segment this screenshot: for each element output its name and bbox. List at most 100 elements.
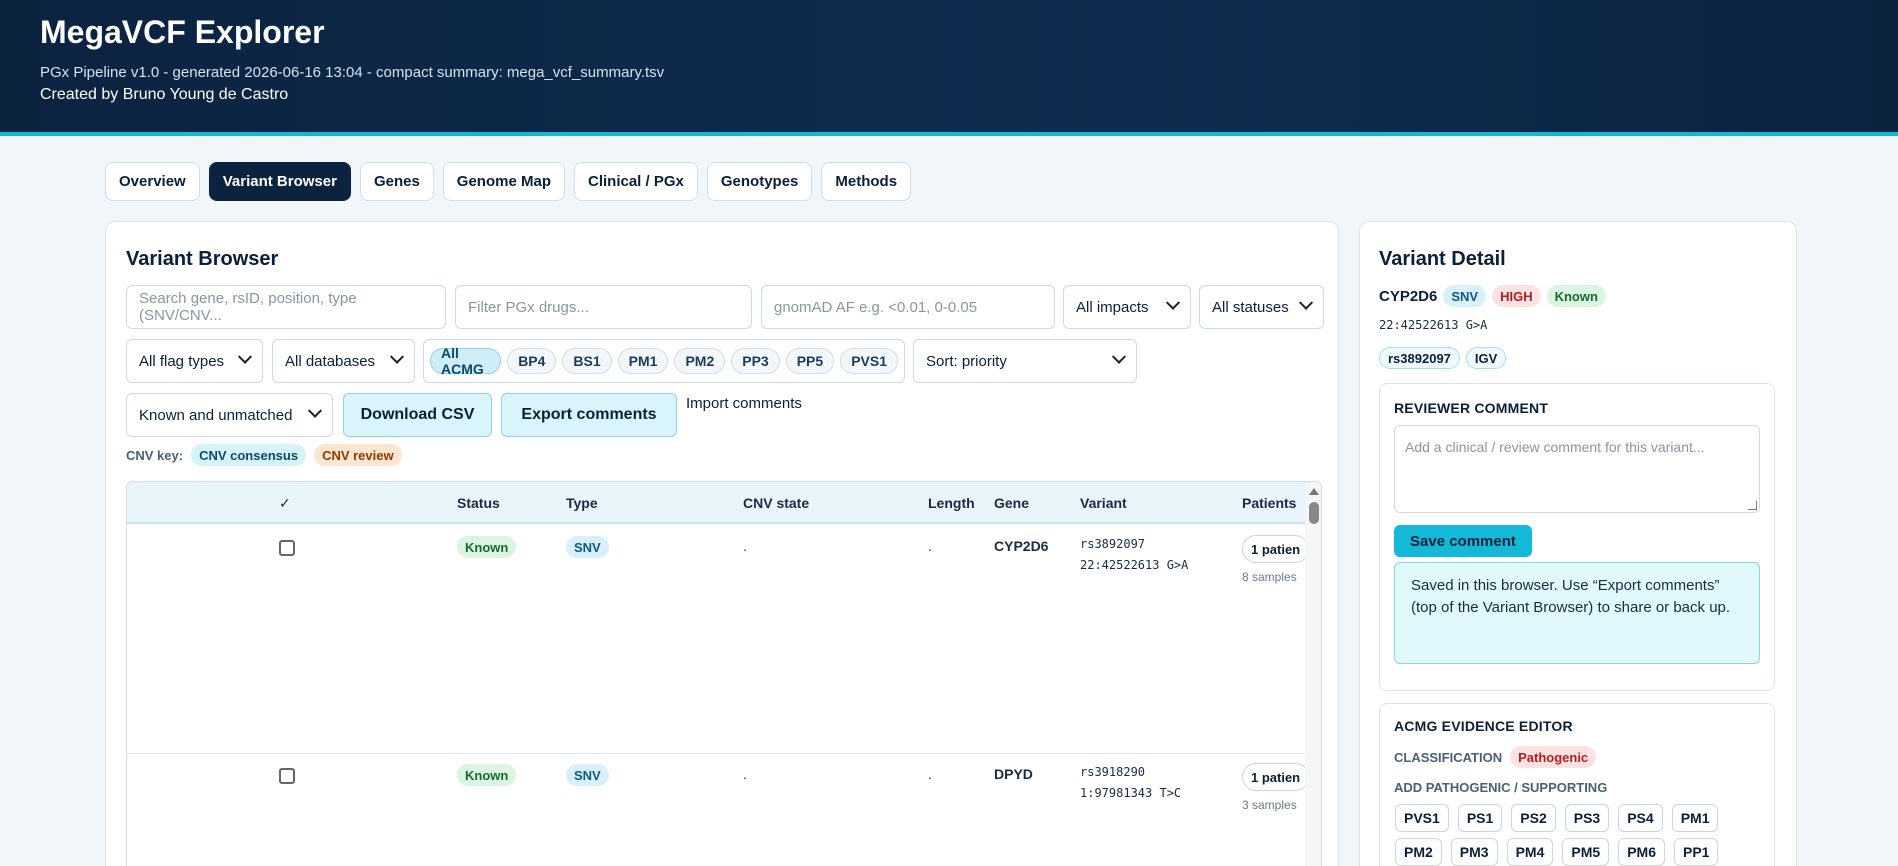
chip-pm2[interactable]: PM2 — [674, 348, 726, 374]
impact-select[interactable]: All impacts — [1063, 285, 1191, 329]
criterion-ps1-button[interactable]: PS1 — [1457, 804, 1503, 832]
variant-detail-panel: Variant Detail CYP2D6 SNV HIGH Known 22:… — [1359, 221, 1797, 866]
criterion-pm3-button[interactable]: PM3 — [1450, 838, 1498, 866]
panel-title: Variant Browser — [126, 248, 279, 270]
criterion-ps2-button[interactable]: PS2 — [1511, 804, 1556, 832]
row-checkbox[interactable] — [279, 540, 295, 556]
status-select[interactable]: All statuses — [1199, 285, 1324, 329]
length-cell: . — [928, 766, 932, 782]
length-cell: . — [928, 538, 932, 554]
classification-label: CLASSIFICATION — [1394, 749, 1503, 765]
chip-bp4[interactable]: BP4 — [507, 348, 557, 374]
row-checkbox[interactable] — [279, 768, 295, 784]
cnv-review-badge: CNV review — [314, 444, 402, 466]
samples-count: 3 samples — [1242, 798, 1297, 812]
tab-overview[interactable]: Overview — [105, 162, 200, 201]
match-select[interactable]: Known and unmatched — [126, 393, 333, 437]
variant-table: ✓ Status Type CNV state Length Gene Vari… — [126, 481, 1322, 866]
resize-handle-icon[interactable] — [1748, 501, 1757, 510]
tab-genome-map[interactable]: Genome Map — [442, 162, 565, 201]
tab-clinical-pgx[interactable]: Clinical / PGx — [573, 162, 698, 201]
chip-pvs1[interactable]: PVS1 — [840, 348, 898, 374]
comment-textarea[interactable]: Add a clinical / review comment for this… — [1394, 425, 1760, 513]
column-status[interactable]: Status — [457, 495, 500, 511]
criterion-pp1-button[interactable]: PP1 — [1673, 838, 1719, 866]
status-select-value: All statuses — [1212, 298, 1289, 316]
rsid-link[interactable]: rs3892097 — [1379, 347, 1460, 369]
column-variant[interactable]: Variant — [1080, 495, 1127, 511]
tab-methods[interactable]: Methods — [821, 162, 912, 201]
detail-links: rs3892097 IGV — [1379, 347, 1507, 369]
chevron-down-icon — [1111, 349, 1127, 364]
detail-impact-badge: HIGH — [1492, 285, 1541, 307]
app-header: MegaVCF Explorer PGx Pipeline v1.0 - gen… — [0, 0, 1898, 136]
patients-badge[interactable]: 1 patien — [1242, 535, 1310, 563]
comment-placeholder: Add a clinical / review comment for this… — [1405, 439, 1705, 455]
detail-position: 22:42522613 G>A — [1379, 318, 1488, 332]
download-csv-button[interactable]: Download CSV — [343, 393, 492, 437]
status-badge: Known — [457, 536, 517, 558]
column-cnv-state[interactable]: CNV state — [743, 495, 810, 511]
search-input[interactable]: Search gene, rsID, position, type (SNV/C… — [126, 285, 446, 329]
app-subtitle: PGx Pipeline v1.0 - generated 2026-06-16… — [40, 64, 665, 81]
table-row[interactable]: Known SNV . . DPYD rs3918290 1:97981343 … — [127, 754, 1310, 866]
patients-badge[interactable]: 1 patien — [1242, 763, 1310, 791]
igv-link[interactable]: IGV — [1465, 347, 1507, 369]
import-comments-button[interactable]: Import comments — [686, 395, 802, 412]
chip-bs1[interactable]: BS1 — [562, 348, 612, 374]
detail-type-badge: SNV — [1443, 285, 1487, 307]
column-gene[interactable]: Gene — [994, 495, 1030, 511]
chip-pm1[interactable]: PM1 — [617, 348, 669, 374]
reviewer-comment-section: REVIEWER COMMENT Add a clinical / review… — [1379, 383, 1775, 691]
detail-gene: CYP2D6 — [1379, 287, 1438, 305]
app-credit: Created by Bruno Young de Castro — [40, 86, 289, 103]
type-badge: SNV — [566, 536, 609, 558]
criteria-row-2: PM2 PM3 PM4 PM5 PM6 PP1 — [1395, 838, 1719, 866]
gnomad-af-input[interactable]: gnomAD AF e.g. <0.01, 0-0.05 — [761, 285, 1055, 329]
export-comments-button[interactable]: Export comments — [501, 393, 677, 437]
criterion-pm1-button[interactable]: PM1 — [1671, 804, 1719, 832]
save-comment-button[interactable]: Save comment — [1394, 525, 1532, 557]
chevron-down-icon — [1298, 295, 1314, 310]
chip-all-acmg[interactable]: All ACMG — [430, 345, 502, 377]
criterion-pm4-button[interactable]: PM4 — [1506, 838, 1554, 866]
impact-select-value: All impacts — [1076, 298, 1149, 316]
scroll-thumb[interactable] — [1309, 502, 1319, 524]
flag-type-select[interactable]: All flag types — [126, 339, 263, 383]
scroll-up-icon[interactable] — [1309, 488, 1319, 495]
chevron-down-icon — [1165, 295, 1181, 310]
detail-status-badge: Known — [1546, 285, 1606, 307]
column-patients[interactable]: Patients — [1242, 495, 1297, 511]
criterion-ps3-button[interactable]: PS3 — [1564, 804, 1610, 832]
chevron-down-icon — [237, 349, 253, 364]
chip-pp5[interactable]: PP5 — [785, 348, 835, 374]
chip-pp3[interactable]: PP3 — [731, 348, 780, 374]
criterion-pm2-button[interactable]: PM2 — [1395, 838, 1442, 866]
criterion-pm5-button[interactable]: PM5 — [1562, 838, 1610, 866]
column-type[interactable]: Type — [566, 495, 598, 511]
sort-select[interactable]: Sort: priority — [913, 339, 1137, 383]
type-badge: SNV — [566, 764, 609, 786]
variant-cell: rs3892097 22:42522613 G>A — [1080, 534, 1188, 576]
tab-genes[interactable]: Genes — [359, 162, 434, 201]
table-row[interactable]: Known SNV . . CYP2D6 rs3892097 22:425226… — [127, 526, 1310, 754]
comment-heading: REVIEWER COMMENT — [1394, 400, 1549, 416]
chevron-down-icon — [307, 403, 323, 418]
database-select[interactable]: All databases — [272, 339, 415, 383]
gene-cell: CYP2D6 — [994, 538, 1049, 554]
acmg-filter-chips: All ACMG BP4 BS1 PM1 PM2 PP3 PP5 PVS1 — [423, 339, 905, 383]
column-length[interactable]: Length — [928, 495, 975, 511]
criterion-ps4-button[interactable]: PS4 — [1618, 804, 1663, 832]
variant-position: 22:42522613 G>A — [1080, 558, 1189, 572]
column-select[interactable]: ✓ — [279, 495, 291, 511]
classification-badge: Pathogenic — [1510, 746, 1597, 768]
detail-title: Variant Detail — [1379, 248, 1506, 270]
acmg-editor-section: ACMG EVIDENCE EDITOR CLASSIFICATION Path… — [1379, 703, 1775, 866]
gene-cell: DPYD — [994, 766, 1033, 782]
tab-variant-browser[interactable]: Variant Browser — [208, 162, 351, 201]
criterion-pvs1-button[interactable]: PVS1 — [1395, 804, 1449, 832]
tab-genotypes[interactable]: Genotypes — [706, 162, 813, 201]
table-scrollbar[interactable] — [1305, 482, 1321, 866]
criterion-pm6-button[interactable]: PM6 — [1618, 838, 1665, 866]
drug-filter-input[interactable]: Filter PGx drugs... — [455, 285, 752, 329]
